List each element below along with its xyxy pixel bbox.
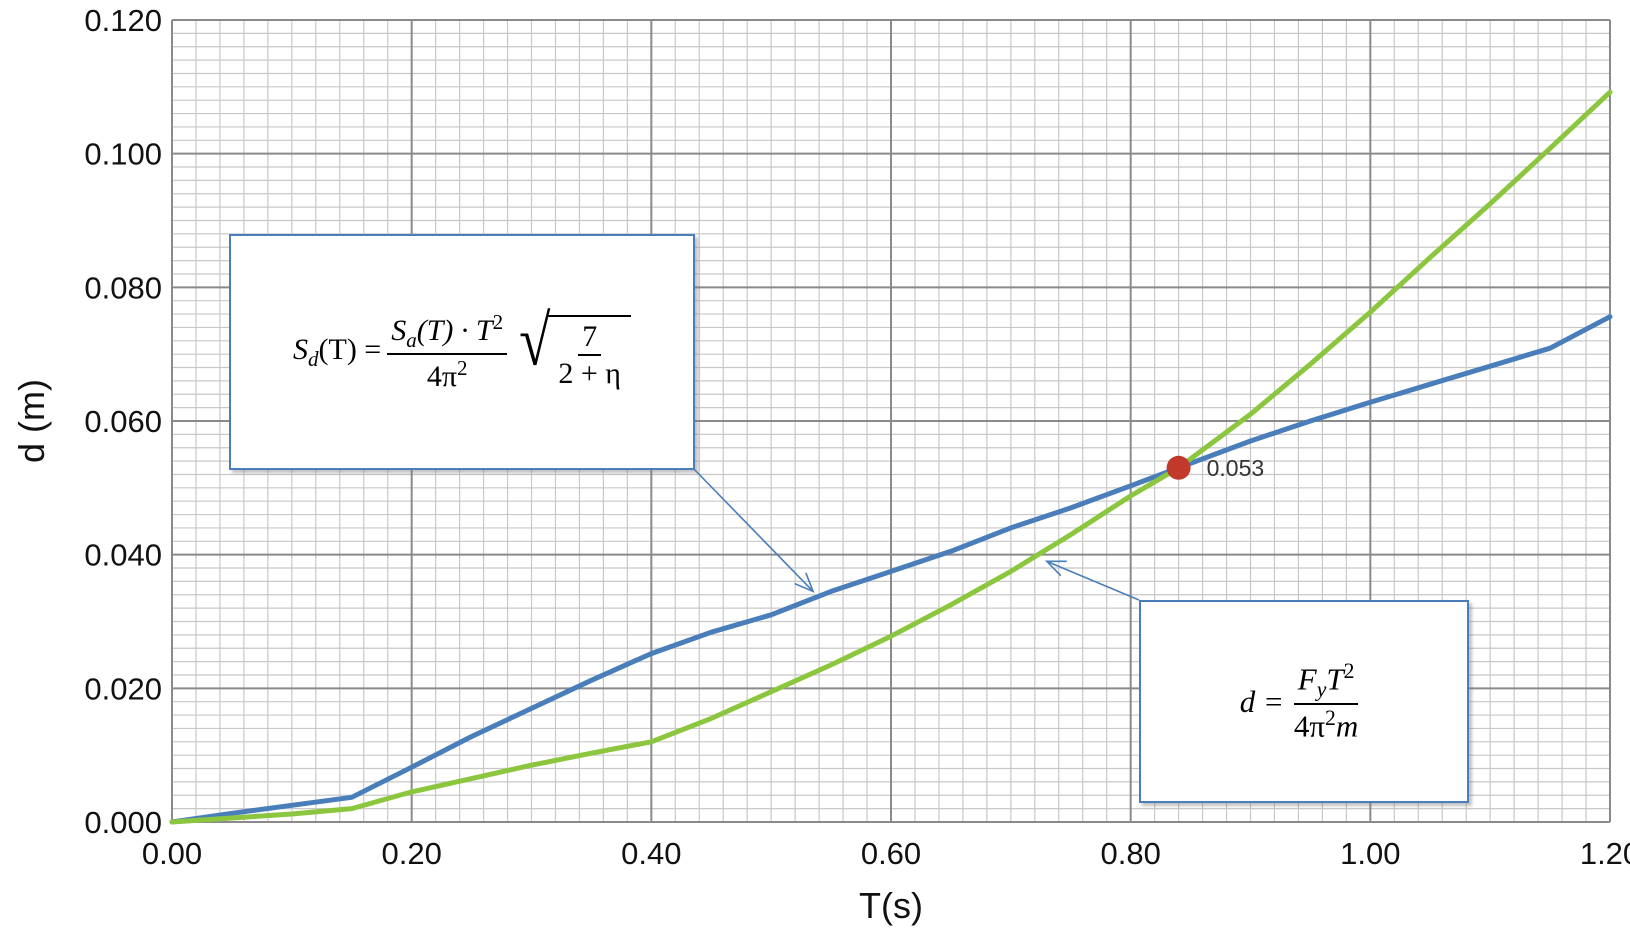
y-axis-ticks: 0.000 0.020 0.040 0.060 0.080 0.100 0.120	[84, 3, 162, 840]
sd-num-a: S	[391, 314, 407, 348]
d-den: 4π	[1293, 708, 1326, 744]
intersection-point	[1166, 455, 1191, 480]
sd-sqrt: √ 7 2 + η	[519, 305, 631, 390]
d-numerator: FyT2	[1293, 658, 1359, 706]
sd-num-b: (T) · T	[416, 314, 493, 348]
y-tick-label: 0.120	[84, 3, 162, 38]
d-den-exp: 2	[1325, 706, 1336, 731]
sd-equation: Sd(T) = Sa(T) · T2 4π2 √ 7 2 + η	[231, 236, 693, 468]
sd-den: 4π	[426, 360, 457, 394]
sd-lhs: Sd(T) =	[293, 333, 381, 372]
y-axis-title: d (m)	[11, 379, 52, 463]
sd-denominator: 4π2	[423, 355, 472, 393]
sd-fraction: Sa(T) · T2 4π2	[387, 310, 508, 393]
x-tick-label: 1.20	[1580, 836, 1630, 871]
d-equation: d = FyT2 4π2m	[1141, 602, 1467, 801]
arrow-d-curve-head	[1044, 560, 1067, 577]
sd-numerator: Sa(T) · T2	[387, 310, 508, 356]
series-layer	[169, 89, 1613, 825]
sd-lhs-symbol: S	[293, 332, 308, 366]
y-tick-label: 0.100	[84, 137, 162, 172]
series-line-2	[169, 89, 1613, 825]
d-num: F	[1297, 661, 1317, 697]
intersection-label: 0.053	[1207, 455, 1265, 481]
d-denominator: 4π2m	[1290, 705, 1362, 743]
callout-arrows	[690, 465, 1140, 601]
d-fraction: FyT2 4π2m	[1290, 660, 1362, 743]
x-tick-label: 0.00	[142, 836, 202, 871]
annotation-sd-formula: Sd(T) = Sa(T) · T2 4π2 √ 7 2 + η	[229, 234, 695, 470]
d-num-sub: y	[1316, 677, 1327, 702]
intersection-layer: 0.053	[1166, 455, 1265, 481]
x-tick-label: 1.00	[1340, 836, 1400, 871]
d-num-exp: 2	[1343, 658, 1355, 683]
x-tick-label: 0.60	[861, 836, 921, 871]
y-tick-label: 0.040	[84, 538, 162, 573]
d-lhs: d =	[1239, 683, 1284, 719]
series-line-1	[169, 314, 1613, 825]
sd-den-exp: 2	[456, 356, 468, 381]
y-tick-label: 0.080	[84, 270, 162, 305]
arrow-sd-curve	[690, 465, 814, 592]
sd-lhs-sub: d	[308, 346, 319, 371]
x-tick-label: 0.80	[1100, 836, 1160, 871]
x-axis-title: T(s)	[859, 885, 923, 926]
sd-rad-den: 2 + η	[558, 357, 621, 390]
d-num-b: T	[1326, 661, 1344, 697]
sd-num-exp: 2	[492, 310, 504, 335]
sd-radicand: 7 2 + η	[548, 314, 631, 390]
x-axis-ticks: 0.00 0.20 0.40 0.60 0.80 1.00 1.20	[142, 836, 1630, 871]
arrow-d-curve	[1046, 560, 1140, 601]
arrow-sd-curve-head	[794, 572, 815, 593]
annotation-d-formula: d = FyT2 4π2m	[1139, 600, 1469, 803]
sd-rad-num: 7	[578, 320, 602, 356]
y-tick-label: 0.060	[84, 404, 162, 439]
x-tick-label: 0.40	[621, 836, 681, 871]
sd-num-a-sub: a	[406, 328, 417, 353]
y-tick-label: 0.000	[84, 805, 162, 840]
d-den-b: m	[1335, 708, 1359, 744]
sd-lhs-arg: (T) =	[318, 332, 382, 366]
y-tick-label: 0.020	[84, 671, 162, 706]
sqrt-icon: √	[519, 301, 551, 381]
x-tick-label: 0.20	[381, 836, 441, 871]
sd-radicand-fraction: 7 2 + η	[554, 320, 625, 390]
